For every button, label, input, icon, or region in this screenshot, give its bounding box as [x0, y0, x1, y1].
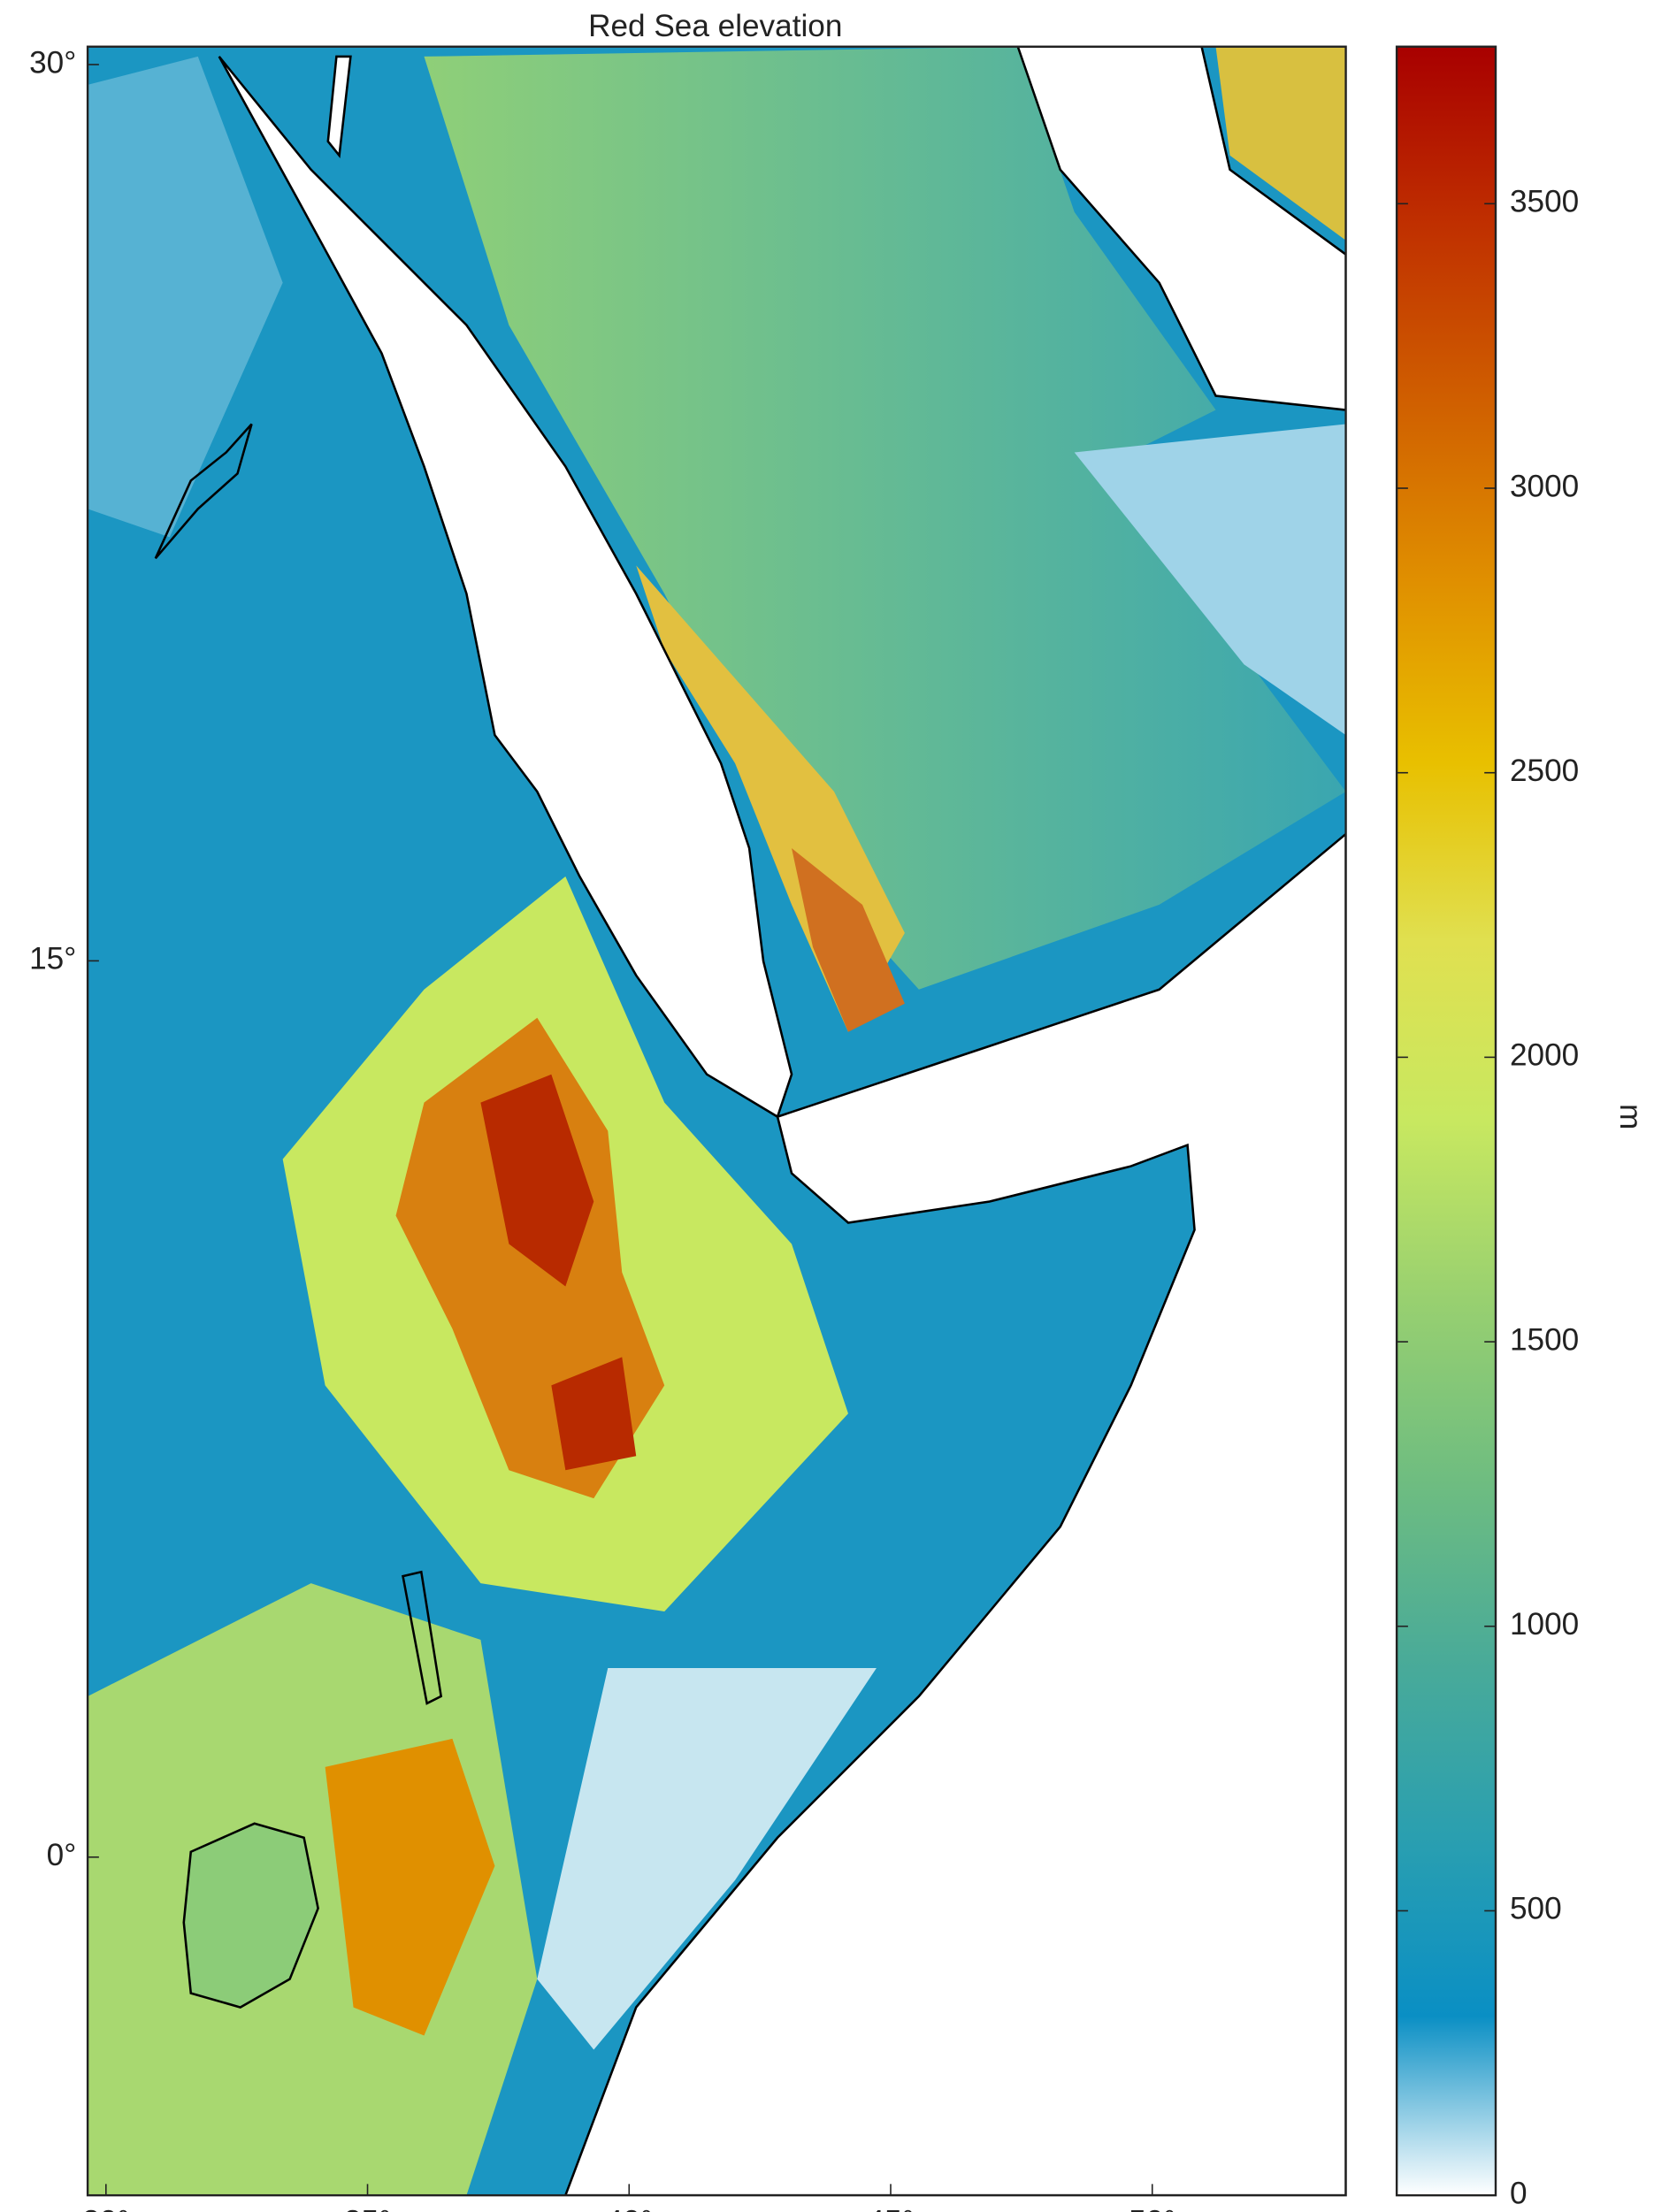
colorbar-tick-label: 2000 [1510, 1038, 1579, 1073]
colorbar-tick-label: 3000 [1510, 469, 1579, 503]
gulf-of-aden-indian-ocean [563, 832, 1346, 2196]
x-tick-label: 35° [344, 2204, 391, 2212]
terrain-rift-highlands [325, 1738, 495, 2036]
x-tick-label: 30° [82, 2204, 129, 2212]
colorbar-tick-label: 500 [1510, 1892, 1562, 1926]
colorbar [1395, 45, 1497, 2197]
persian-gulf [1016, 46, 1346, 411]
terrain-zagros [1215, 46, 1346, 241]
coastline [218, 46, 1346, 2196]
x-tick-label: 50° [1129, 2204, 1175, 2212]
colorbar-tick-label: 2500 [1510, 754, 1579, 788]
map-frame [86, 45, 1347, 2197]
lake-turkana [402, 1570, 443, 1705]
terrain-lowland [88, 56, 283, 538]
colorbar-tick-label: 1000 [1510, 1607, 1579, 1642]
colorbar-tick-label: 0 [1510, 2176, 1528, 2210]
terrain-yemen-highlands [792, 847, 905, 1032]
lake-victoria [182, 1822, 319, 2009]
gulf-of-aqaba [326, 55, 352, 159]
colorbar-label: m [1613, 1104, 1648, 1129]
x-tick-label: 45° [867, 2204, 914, 2212]
y-tick-label: 15° [29, 942, 76, 976]
y-tick-label: 30° [29, 45, 76, 80]
map-title: Red Sea elevation [588, 9, 842, 43]
terrain-coastal-lowland [537, 1667, 877, 2050]
terrain-rubal-khali [1074, 424, 1346, 736]
terrain-arabia [424, 46, 1346, 990]
colorbar-tick-label: 1500 [1510, 1322, 1579, 1357]
lake-nasser [154, 423, 253, 560]
elevation-map [88, 46, 1346, 2196]
colorbar-tick-label: 3500 [1510, 185, 1579, 219]
y-tick-label: 0° [47, 1838, 77, 1872]
terrain-peaks [480, 1074, 637, 1471]
x-tick-label: 40° [606, 2204, 653, 2212]
